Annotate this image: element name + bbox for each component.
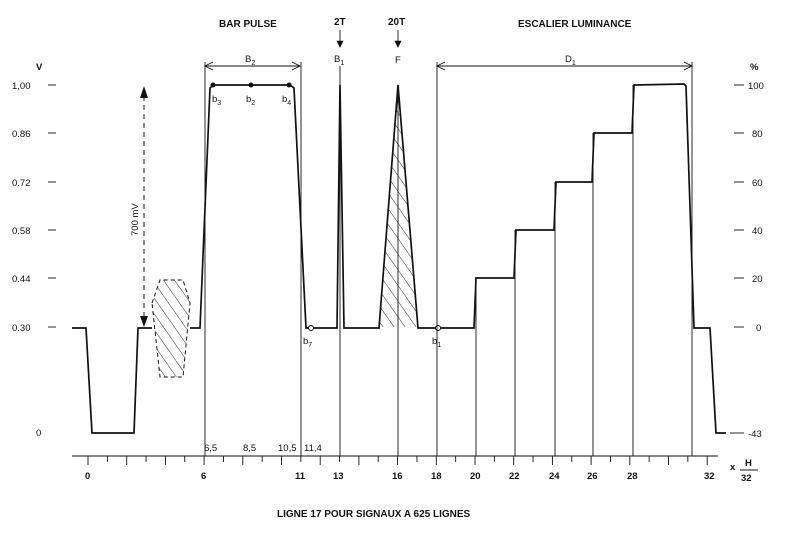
left-tick-058: 0.58 — [12, 226, 31, 237]
right-axis-unit: % — [750, 62, 759, 73]
x-tick-6: 6 — [201, 471, 206, 482]
label-b3: b3 — [212, 94, 221, 107]
x-tick-24: 24 — [549, 471, 560, 482]
x-upper-tick-65: 6,5 — [204, 443, 217, 454]
x-tick-28: 28 — [627, 471, 638, 482]
700mv-label: 700 mV — [130, 203, 141, 236]
left-axis-ticks: 1,00 0.86 0.72 0.58 0.44 0.30 0 — [12, 81, 56, 439]
x-tick-22: 22 — [509, 471, 520, 482]
left-tick-0: 0 — [36, 428, 41, 439]
700mv-arrow-up — [140, 86, 148, 98]
b1-pulse-label: B1 — [334, 54, 344, 67]
point-b3 — [210, 82, 216, 88]
point-b1 — [435, 325, 441, 331]
escalier-luminance-title: ESCALIER LUMINANCE — [518, 19, 632, 30]
point-b4 — [286, 82, 292, 88]
x-tick-32: 32 — [704, 471, 715, 482]
left-tick-100: 1,00 — [12, 81, 31, 92]
point-b2 — [248, 82, 254, 88]
x-unit-prefix: x — [730, 462, 736, 473]
x-unit-denominator: 32 — [741, 473, 752, 484]
left-tick-044: 0.44 — [12, 274, 31, 285]
d1-dimension-label: D1 — [565, 54, 576, 67]
right-tick-neg43: -43 — [748, 429, 762, 440]
f-pulse-label: F — [395, 55, 401, 66]
right-axis-ticks: 100 80 60 40 20 0 -43 — [730, 81, 764, 440]
x-tick-18: 18 — [431, 471, 442, 482]
x-tick-20: 20 — [470, 471, 481, 482]
right-tick-40: 40 — [752, 226, 763, 237]
label-2t: 2T — [334, 17, 346, 28]
x-tick-13: 13 — [333, 471, 344, 482]
b2-dimension-label: B2 — [245, 54, 255, 67]
vertical-reference-lines — [204, 62, 693, 456]
figure-caption: LIGNE 17 POUR SIGNAUX A 625 LIGNES — [277, 509, 471, 520]
x-tick-16: 16 — [392, 471, 403, 482]
b2-arrow-right — [291, 61, 302, 71]
right-tick-20: 20 — [752, 274, 763, 285]
x-axis-minor-ticks — [87, 456, 708, 465]
left-axis-unit: V — [36, 62, 43, 73]
label-b1: b1 — [432, 336, 441, 349]
right-tick-0: 0 — [756, 323, 761, 334]
label-b4: b4 — [282, 94, 291, 107]
left-tick-086: 0.86 — [12, 129, 31, 140]
right-tick-60: 60 — [752, 178, 763, 189]
700mv-arrow-down — [140, 316, 148, 327]
label-20t: 20T — [388, 17, 405, 28]
x-upper-tick-105: 10,5 — [278, 443, 297, 454]
left-tick-030: 0.30 — [12, 323, 31, 334]
x-tick-26: 26 — [587, 471, 598, 482]
burst-hatched-hexagon — [151, 279, 191, 378]
label-b7: b7 — [303, 336, 312, 349]
b-points: b3 b2 b4 b7 b1 — [210, 82, 441, 349]
20t-hatched-triangle — [379, 85, 418, 327]
x-tick-0: 0 — [85, 471, 90, 482]
x-upper-tick-114: 11,4 — [304, 443, 322, 454]
point-b7 — [308, 325, 314, 331]
x-unit-numerator: H — [745, 458, 752, 469]
bar-pulse-title: BAR PULSE — [219, 19, 277, 30]
signal-waveform — [72, 83, 726, 434]
left-tick-072: 0.72 — [12, 178, 31, 189]
right-tick-80: 80 — [752, 129, 763, 140]
label-b2: b2 — [246, 94, 255, 107]
x-tick-11: 11 — [295, 471, 306, 482]
right-tick-100: 100 — [748, 81, 764, 92]
x-upper-tick-85: 8,5 — [243, 443, 256, 454]
